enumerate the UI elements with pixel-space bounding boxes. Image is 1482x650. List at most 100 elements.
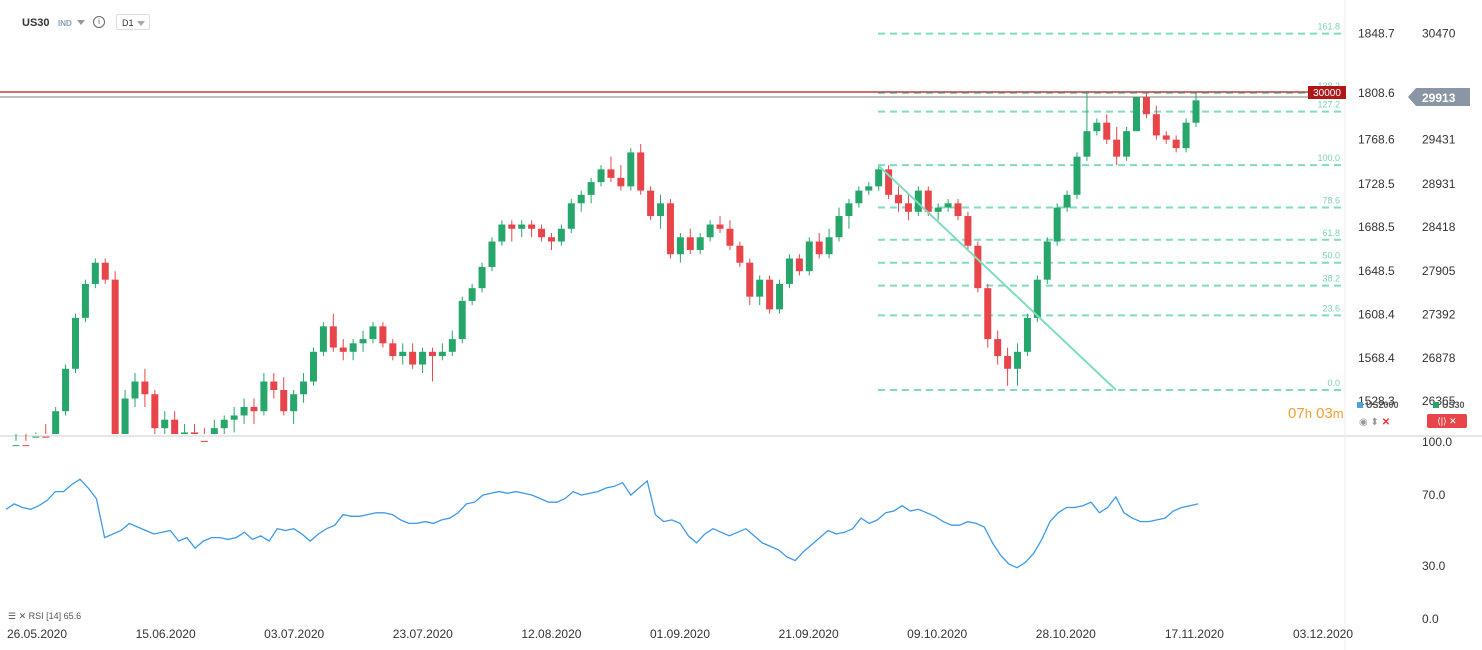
candle-body — [181, 432, 189, 434]
candle-body — [12, 445, 20, 447]
candle-body — [42, 436, 50, 438]
candle-body — [1023, 317, 1031, 352]
fib-level-label: 100.0 — [1317, 153, 1340, 163]
candle-body — [230, 415, 238, 420]
candle-body — [924, 190, 932, 212]
candle-body — [508, 224, 516, 229]
candle-body — [161, 419, 169, 429]
candle-body — [696, 237, 704, 250]
countdown-hours: 07 — [1288, 405, 1305, 422]
candle-body — [488, 241, 496, 267]
candle-body — [319, 326, 327, 352]
right-axis-tick: 28418 — [1422, 220, 1456, 234]
timeframe-select[interactable]: D1 — [116, 14, 150, 30]
candle-body — [617, 177, 625, 187]
close-icon[interactable]: ✕ — [18, 611, 27, 621]
candle-body — [1142, 97, 1150, 115]
current-price-marker-bg — [1408, 88, 1470, 106]
sort-icon[interactable]: ⬍ — [1370, 417, 1379, 428]
candle-body — [458, 300, 466, 340]
candle-body — [1182, 122, 1190, 149]
rsi-axis-tick: 0.0 — [1422, 612, 1439, 626]
symbol-dropdown-icon[interactable] — [77, 20, 85, 25]
candle-body — [1043, 241, 1051, 280]
legend-swatch — [1357, 402, 1363, 408]
menu-icon[interactable]: ☰ — [8, 611, 17, 621]
candle-body — [785, 258, 793, 284]
candle-body — [895, 194, 903, 204]
right-axis-tick: 26878 — [1422, 351, 1456, 365]
candle-body — [547, 237, 555, 242]
candle-body — [577, 194, 585, 204]
rsi-axis-tick: 30.0 — [1422, 559, 1446, 573]
info-icon[interactable]: i — [93, 16, 105, 28]
candle-body — [1053, 207, 1061, 242]
rsi-axis-tick: 70.0 — [1422, 488, 1446, 502]
candle-body — [359, 339, 367, 344]
candle-body — [329, 326, 337, 348]
rsi-axis-tick: 100.0 — [1422, 435, 1452, 449]
candle-body — [399, 351, 407, 357]
x-axis-tick: 03.12.2020 — [1293, 627, 1353, 641]
fib-level-label: 0.0 — [1327, 378, 1340, 388]
candle-body — [1103, 122, 1111, 140]
indicator-controls: ◉ ⬍ ✕ — [1359, 417, 1390, 428]
left-axis-tick: 1728.5 — [1358, 177, 1395, 191]
candle-body — [190, 432, 198, 434]
candle-body — [637, 152, 645, 191]
candle-body — [131, 381, 139, 399]
candle-body — [587, 182, 595, 195]
x-axis-tick: 12.08.2020 — [521, 627, 581, 641]
right-axis-tick: 26365 — [1422, 394, 1456, 408]
candle-body — [914, 190, 922, 212]
candle-body — [62, 368, 70, 412]
legend-label: US2000 — [1366, 400, 1399, 410]
right-axis-tick: 28931 — [1422, 177, 1456, 191]
candle-body — [726, 228, 734, 246]
right-axis-tick: 29431 — [1422, 133, 1456, 147]
candle-body — [369, 326, 377, 340]
x-axis-tick: 17.11.2020 — [1165, 627, 1224, 641]
candle-body — [825, 237, 833, 255]
left-axis-tick: 1608.4 — [1358, 307, 1395, 321]
right-axis-tick: 27392 — [1422, 307, 1456, 321]
x-axis-tick: 28.10.2020 — [1036, 627, 1096, 641]
candle-body — [1093, 122, 1101, 132]
candle-body — [309, 351, 317, 382]
symbol-label[interactable]: US30 — [22, 17, 50, 29]
candle-body — [855, 190, 863, 204]
countdown-hours-unit: h — [1304, 406, 1312, 421]
candle-body — [300, 381, 308, 395]
fib-level-label: 161.8 — [1317, 22, 1340, 32]
legend-us2000[interactable]: US2000 — [1357, 400, 1399, 410]
close-icon[interactable]: ✕ — [1381, 417, 1391, 428]
eye-icon[interactable]: ◉ — [1359, 417, 1368, 428]
candle-countdown: 07h 03m — [1288, 405, 1344, 422]
candle-body — [270, 381, 278, 390]
chevron-down-icon — [137, 21, 145, 26]
candle-body — [746, 262, 754, 297]
candle-body — [1192, 100, 1200, 123]
remove-series-button[interactable]: ⟨|⟩ ✕ — [1427, 414, 1467, 428]
candle-body — [1083, 131, 1091, 157]
candle-body — [885, 169, 893, 195]
candle-body — [280, 390, 288, 412]
legend-swatch — [1433, 402, 1439, 408]
candle-body — [81, 283, 89, 318]
countdown-minutes-unit: m — [1332, 406, 1344, 421]
candle-body — [944, 203, 952, 208]
legend-us30[interactable]: US30 — [1433, 400, 1465, 410]
trendline — [877, 164, 1117, 391]
candle-body — [528, 224, 536, 229]
left-axis-tick: 1688.5 — [1358, 220, 1395, 234]
candle-body — [706, 224, 714, 238]
left-axis-tick: 1808.6 — [1358, 86, 1395, 100]
candle-body — [716, 224, 724, 229]
candle-body — [776, 283, 784, 310]
candle-body — [756, 279, 764, 297]
x-axis-tick: 23.07.2020 — [393, 627, 453, 641]
candle-body — [240, 406, 248, 416]
fib-level-label: 61.8 — [1322, 228, 1340, 238]
rsi-legend[interactable]: ☰ ✕ RSI [14] 65.6 — [8, 611, 81, 622]
